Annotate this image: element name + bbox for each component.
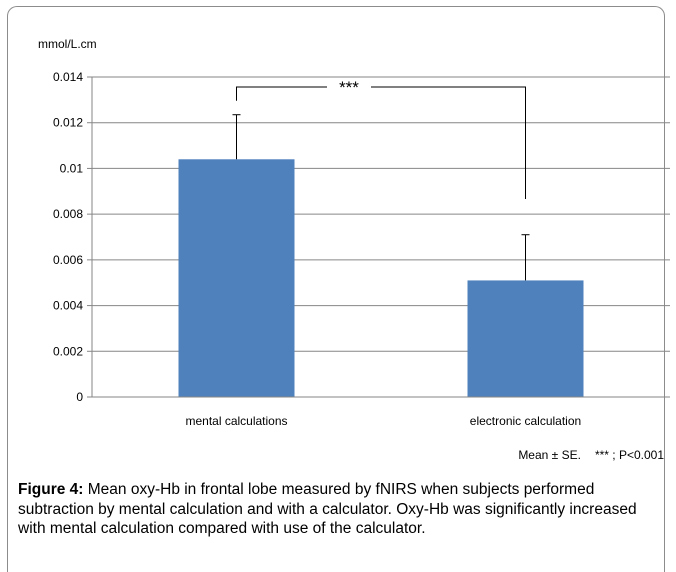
significance-label: *** [339,78,359,97]
x-axis-labels: mental calculations electronic calculatio… [185,414,581,428]
y-axis-ticks: 0 0.002 0.004 0.006 0.008 0.01 0.012 0.014 [53,70,92,404]
y-tick-label: 0.008 [53,207,83,221]
y-tick-label: 0.006 [53,253,83,267]
bars [178,159,584,397]
bar-0 [178,159,295,397]
mean-se-label: Mean ± SE. [518,448,581,462]
y-tick-label: 0 [76,390,83,404]
p-value-label: *** ; P<0.001 [594,448,664,462]
significance-bracket: *** [236,78,526,199]
y-tick-label: 0.002 [53,344,83,358]
caption-text: Mean oxy-Hb in frontal lobe measured by … [18,481,637,537]
error-bars [232,114,530,281]
x-category-label: electronic calculation [470,414,581,428]
figure-caption: Figure 4: Mean oxy-Hb in frontal lobe me… [18,480,658,539]
figure-frame [7,6,665,572]
statistics-note: Mean ± SE. *** ; P<0.001 [0,448,664,462]
bracket-right [371,86,526,199]
bar-chart: 0 0.002 0.004 0.006 0.008 0.01 0.012 0.014 ment… [38,37,670,428]
y-tick-label: 0.01 [60,161,84,175]
y-axis-unit-label: mmol/L.cm [38,37,97,51]
x-category-label: mental calculations [185,414,287,428]
y-tick-label: 0.004 [53,299,83,313]
caption-label: Figure 4: [18,481,84,498]
bracket-left [236,86,327,101]
y-tick-label: 0.012 [53,116,83,130]
bar-1 [467,280,584,397]
y-tick-label: 0.014 [53,70,83,84]
